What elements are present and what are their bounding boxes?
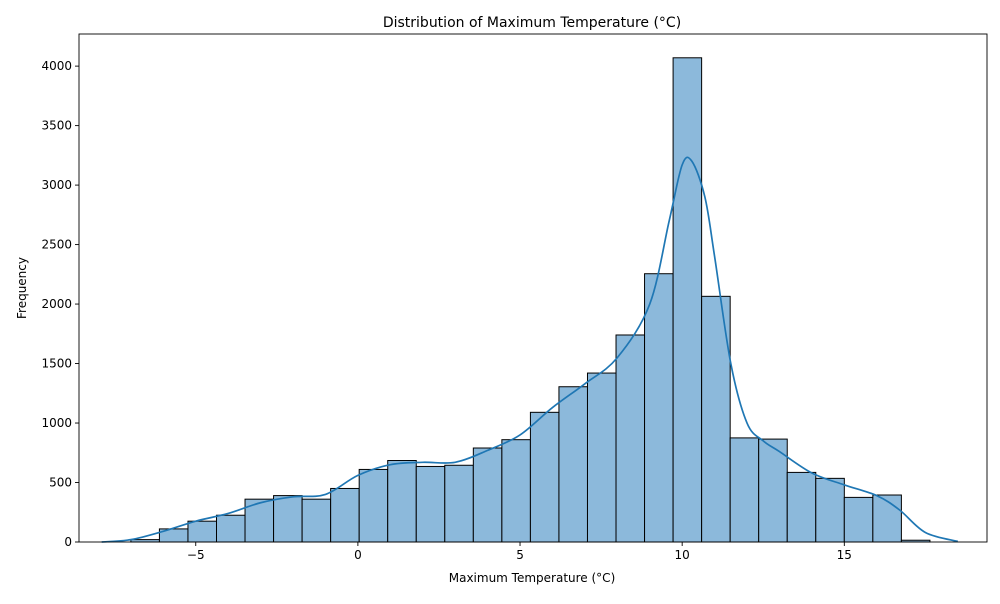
histogram-bar-17 <box>615 334 646 543</box>
histogram-bar-8 <box>358 468 389 543</box>
y-tick-label-2: 1000 <box>41 416 72 430</box>
y-tick-label-5: 2500 <box>41 238 72 252</box>
histogram-bar-19 <box>672 57 703 543</box>
x-tick-label-0: −5 <box>187 548 205 562</box>
y-tick-label-0: 0 <box>64 535 72 549</box>
histogram-bar-21 <box>729 437 760 543</box>
histogram-bar-6 <box>301 498 332 543</box>
y-tick-label-3: 1500 <box>41 357 72 371</box>
histogram-bar-20 <box>701 295 731 543</box>
histogram-bar-25 <box>843 496 874 543</box>
histogram-bar-11 <box>444 464 474 543</box>
histogram-bar-18 <box>644 273 674 543</box>
histogram-bar-15 <box>558 386 588 543</box>
x-axis-label: Maximum Temperature (°C) <box>449 571 616 585</box>
histogram-bar-2 <box>187 520 218 543</box>
histogram-bar-5 <box>273 495 303 543</box>
kde-curve <box>101 156 959 543</box>
y-axis-label: Frequency <box>15 257 29 319</box>
histogram-bar-12 <box>472 447 503 543</box>
bars-layer <box>130 57 931 543</box>
plot-frame <box>78 33 988 543</box>
histogram-bar-9 <box>387 460 417 543</box>
histogram-bar-3 <box>216 514 246 543</box>
y-axis-ticks: 0 500 1000 1500 2000 2500 3000 3500 4000 <box>41 59 79 549</box>
histogram-bar-7 <box>330 487 360 543</box>
histogram-bar-10 <box>415 465 446 543</box>
histogram-bar-16 <box>586 372 617 543</box>
y-tick-label-7: 3500 <box>41 119 72 133</box>
histogram-bar-23 <box>786 471 817 543</box>
y-tick-label-1: 500 <box>49 476 72 490</box>
x-axis-ticks: −5 0 5 10 15 <box>187 542 852 562</box>
histogram-bar-24 <box>815 477 845 543</box>
x-tick-label-1: 0 <box>354 548 362 562</box>
x-tick-label-4: 15 <box>837 548 852 562</box>
y-tick-label-4: 2000 <box>41 297 72 311</box>
chart-title: Distribution of Maximum Temperature (°C) <box>383 15 681 31</box>
y-tick-label-6: 3000 <box>41 178 72 192</box>
histogram-bar-13 <box>501 439 531 543</box>
x-tick-label-2: 5 <box>516 548 524 562</box>
y-tick-label-8: 4000 <box>41 59 72 73</box>
x-tick-label-3: 10 <box>675 548 690 562</box>
histogram-bar-14 <box>529 411 560 543</box>
